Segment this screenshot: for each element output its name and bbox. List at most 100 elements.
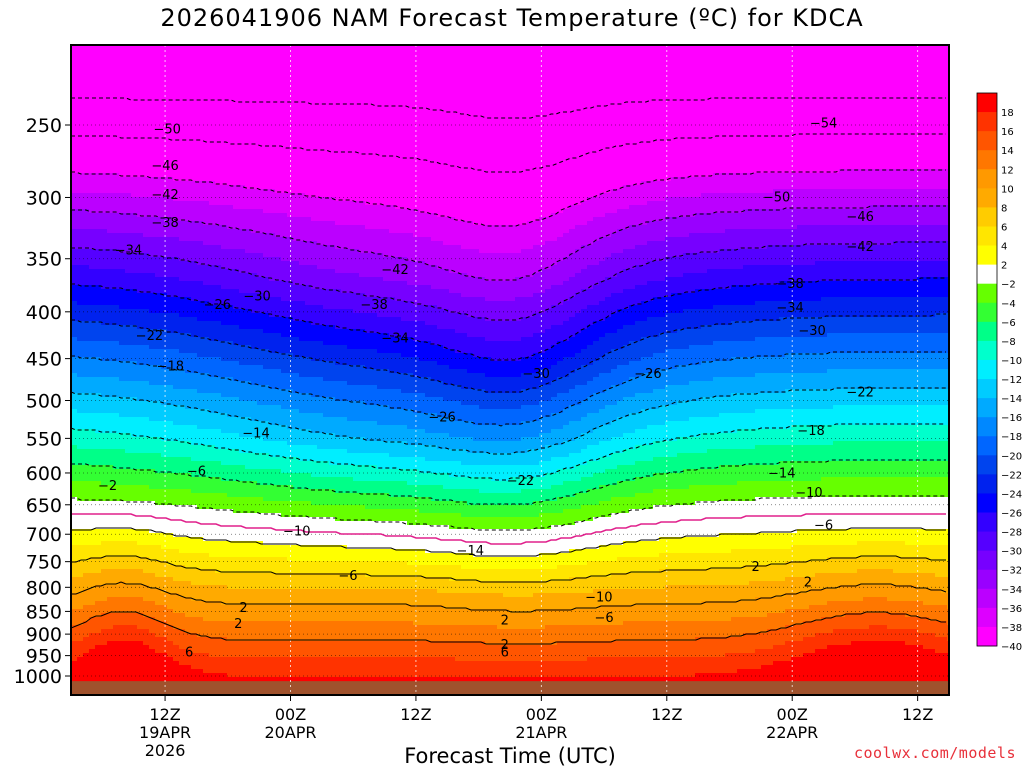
field-cell (767, 173, 774, 194)
field-cell (875, 529, 882, 542)
field-cell (191, 221, 198, 242)
field-cell (869, 225, 876, 246)
field-cell (761, 357, 768, 374)
field-cell (551, 581, 558, 594)
field-cell (107, 433, 114, 450)
field-cell (395, 549, 402, 562)
field-cell (431, 513, 438, 526)
field-cell (341, 621, 348, 642)
field-cell (419, 641, 426, 658)
field-cell (251, 657, 258, 678)
field-cell (347, 465, 354, 478)
field-cell (497, 453, 504, 466)
credit-link[interactable]: coolwx.com/models (853, 744, 1016, 762)
field-cell (155, 637, 162, 654)
field-cell (509, 441, 516, 454)
field-cell (725, 193, 732, 214)
field-cell (239, 185, 246, 210)
field-cell (683, 329, 690, 350)
field-cell (257, 497, 264, 514)
field-cell (299, 341, 306, 358)
field-cell (251, 557, 258, 574)
field-cell (257, 329, 264, 350)
field-cell (329, 605, 336, 622)
field-cell (869, 369, 876, 390)
field-cell (839, 169, 846, 190)
field-cell (341, 345, 348, 366)
field-cell (197, 429, 204, 446)
field-cell (635, 621, 642, 642)
field-cell (383, 297, 390, 318)
field-cell (857, 225, 864, 246)
y-tick-label: 800 (26, 577, 62, 599)
field-cell (611, 625, 618, 642)
field-cell (761, 249, 768, 266)
field-cell (617, 625, 624, 642)
field-cell (515, 613, 522, 630)
field-cell (737, 229, 744, 250)
field-cell (779, 317, 786, 338)
field-cell (347, 549, 354, 562)
field-cell (947, 497, 949, 530)
field-cell (719, 397, 726, 414)
field-cell (635, 265, 642, 286)
field-cell (227, 557, 234, 574)
field-cell (719, 657, 726, 674)
field-cell (917, 297, 924, 318)
field-cell (821, 529, 828, 546)
field-cell (533, 517, 540, 530)
colorbar-swatch (977, 512, 997, 532)
field-cell (485, 341, 492, 358)
colorbar-label: −28 (1001, 528, 1022, 539)
y-tick-label: 400 (26, 302, 62, 324)
field-cell (173, 201, 180, 222)
field-cell (701, 253, 708, 274)
field-cell (95, 173, 102, 194)
field-cell (887, 441, 894, 462)
field-cell (143, 545, 150, 558)
field-cell (299, 301, 306, 322)
field-cell (191, 45, 198, 182)
field-cell (899, 225, 906, 242)
field-cell (239, 621, 246, 642)
field-cell (539, 269, 546, 294)
field-cell (767, 285, 774, 302)
field-cell (737, 653, 744, 670)
field-cell (113, 541, 120, 558)
field-cell (935, 225, 942, 242)
field-cell (545, 461, 552, 474)
field-cell (899, 529, 906, 542)
field-cell (563, 321, 570, 342)
field-cell (77, 465, 84, 482)
field-cell (665, 349, 672, 370)
field-cell (851, 281, 858, 298)
field-cell (155, 653, 162, 695)
field-cell (923, 297, 930, 318)
field-cell (539, 217, 546, 246)
field-cell (947, 277, 949, 298)
field-cell (311, 589, 318, 606)
field-cell (785, 625, 792, 642)
field-cell (803, 265, 810, 282)
field-cell (431, 501, 438, 514)
field-cell (479, 593, 486, 610)
field-cell (425, 565, 432, 578)
field-cell (257, 45, 264, 190)
field-cell (107, 449, 114, 466)
field-cell (323, 245, 330, 270)
field-cell (131, 345, 138, 362)
field-cell (731, 269, 738, 286)
field-cell (581, 641, 588, 662)
field-cell (641, 477, 648, 494)
field-cell (275, 589, 282, 606)
field-cell (773, 597, 780, 614)
isotherm-line (71, 277, 946, 361)
field-cell (707, 657, 714, 674)
field-cell (89, 357, 96, 378)
field-cell (557, 213, 564, 238)
field-cell (305, 605, 312, 622)
field-cell (371, 45, 378, 206)
field-cell (137, 217, 144, 234)
field-cell (941, 241, 948, 262)
field-cell (635, 305, 642, 322)
